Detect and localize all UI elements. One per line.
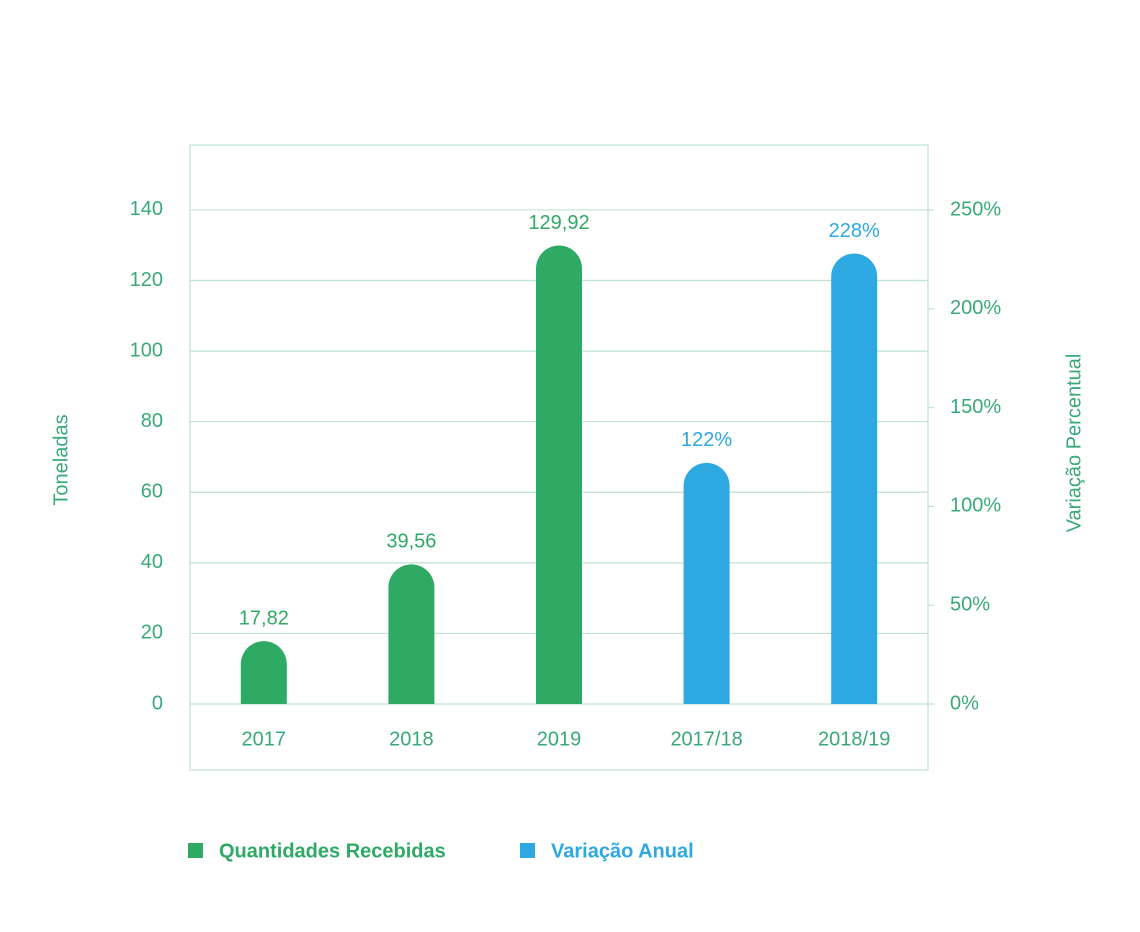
y-axis-title: Toneladas	[50, 414, 72, 505]
x-tick-label: 2019	[537, 728, 582, 750]
data-label: 17,82	[239, 607, 289, 629]
y-tick-label: 100	[130, 339, 163, 361]
bar	[388, 564, 435, 705]
y2-tick-label: 200%	[950, 297, 1001, 319]
y2-tick-label: 150%	[950, 396, 1001, 418]
plot-frame	[189, 144, 929, 771]
bar	[683, 462, 730, 705]
y2-tick-label: 250%	[950, 198, 1001, 220]
bar	[240, 641, 287, 705]
data-label: 129,92	[528, 212, 589, 234]
data-label: 39,56	[386, 531, 436, 553]
x-tick-label: 2017	[242, 728, 287, 750]
data-label: 228%	[829, 220, 880, 242]
y-tick-label: 40	[141, 551, 163, 573]
data-label: 122%	[681, 429, 732, 451]
x-tick-label: 2018/19	[818, 728, 890, 750]
y2-tick-label: 0%	[950, 692, 979, 714]
y-tick-label: 60	[141, 481, 163, 503]
legend-swatch	[188, 843, 203, 858]
x-tick-label: 2018	[389, 728, 434, 750]
legend-swatch	[520, 843, 535, 858]
y-tick-label: 20	[141, 622, 163, 644]
y2-tick-label: 100%	[950, 495, 1001, 517]
bar	[536, 245, 582, 705]
bar	[831, 253, 878, 705]
y-tick-label: 120	[130, 269, 163, 291]
y-tick-label: 140	[130, 198, 163, 220]
x-tick-label: 2017/18	[670, 728, 742, 750]
y2-tick-label: 50%	[950, 593, 990, 615]
y-tick-label: 80	[141, 410, 163, 432]
legend-label: Variação Anual	[551, 840, 694, 862]
legend-label: Quantidades Recebidas	[219, 840, 446, 862]
y-tick-label: 0	[152, 692, 163, 714]
y2-axis-title: Variação Percentual	[1063, 354, 1085, 533]
